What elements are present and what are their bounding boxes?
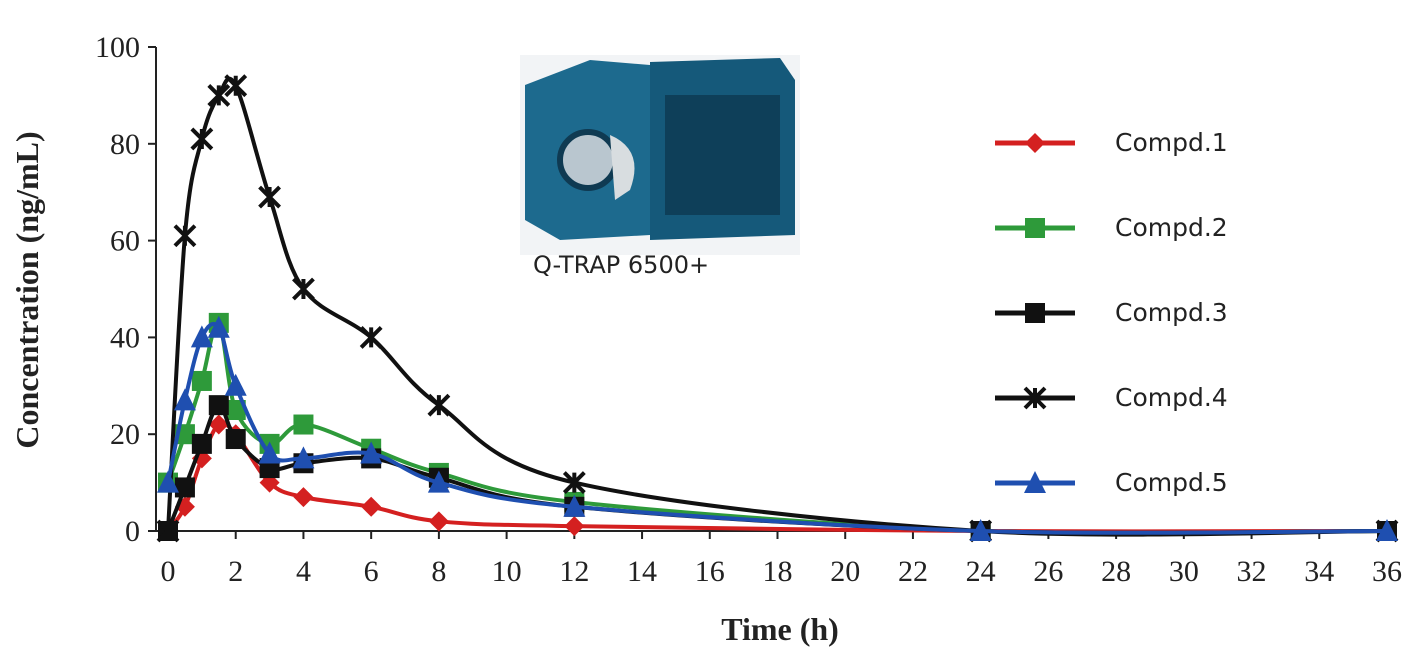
x-tick-label: 32 <box>1237 555 1267 588</box>
marker <box>224 74 248 98</box>
legend-label: Compd.4 <box>1115 383 1228 412</box>
legend-entry: Compd.5 <box>995 468 1228 497</box>
marker <box>173 388 196 411</box>
marker <box>361 496 382 517</box>
marker <box>225 400 246 420</box>
x-tick-label: 30 <box>1169 555 1199 588</box>
marker <box>207 315 230 338</box>
instrument-source <box>610 135 635 200</box>
marker <box>292 277 315 301</box>
marker <box>191 433 212 454</box>
marker <box>428 511 449 532</box>
marker <box>190 127 214 151</box>
marker <box>1023 386 1047 410</box>
marker <box>174 477 195 498</box>
x-tick-label: 24 <box>966 555 996 588</box>
marker <box>293 414 314 435</box>
legend-label: Compd.3 <box>1115 298 1228 327</box>
marker <box>173 224 197 248</box>
marker <box>292 446 315 469</box>
marker <box>564 516 585 537</box>
x-tick-label: 14 <box>627 555 657 588</box>
instrument-panel <box>665 95 780 215</box>
x-tick-label: 12 <box>559 555 589 588</box>
marker <box>258 441 281 464</box>
legend-label: Compd.5 <box>1115 468 1228 497</box>
x-tick-label: 34 <box>1304 555 1334 588</box>
marker <box>1025 133 1045 153</box>
x-tick-label: 28 <box>1101 555 1131 588</box>
caption: Q-TRAP 6500+ <box>533 251 709 279</box>
x-tick-label: 36 <box>1372 555 1402 588</box>
x-tick-label: 16 <box>695 555 725 588</box>
legend-entry: Compd.3 <box>995 298 1228 327</box>
legend-entry: Compd.2 <box>995 213 1228 242</box>
y-tick-label: 20 <box>110 418 140 451</box>
y-tick-label: 80 <box>110 128 140 161</box>
marker <box>208 414 229 435</box>
legend-label: Compd.1 <box>1115 128 1228 157</box>
marker <box>156 519 180 543</box>
marker <box>563 494 586 517</box>
marker <box>208 395 229 416</box>
series <box>158 312 1397 541</box>
x-tick-label: 6 <box>364 555 379 588</box>
marker <box>1025 303 1045 323</box>
x-tick-label: 26 <box>1033 555 1063 588</box>
marker <box>359 325 383 349</box>
marker <box>225 429 246 450</box>
y-axis-label: Concentration (ng/mL) <box>9 131 45 448</box>
series-line <box>166 320 1388 536</box>
x-tick-label: 0 <box>161 555 176 588</box>
marker <box>293 487 314 508</box>
legend-entry: Compd.1 <box>995 128 1228 157</box>
x-tick-label: 2 <box>228 555 243 588</box>
legend-label: Compd.2 <box>1115 213 1228 242</box>
marker <box>1376 519 1398 541</box>
marker <box>427 470 450 493</box>
marker <box>190 325 213 348</box>
instrument-port <box>557 129 619 191</box>
marker <box>207 83 231 107</box>
x-tick-label: 8 <box>431 555 446 588</box>
marker <box>1025 218 1045 238</box>
marker <box>224 373 247 396</box>
marker <box>969 519 992 541</box>
x-tick-label: 4 <box>296 555 311 588</box>
y-tick-label: 40 <box>110 321 140 354</box>
marker <box>360 441 383 464</box>
x-tick-label: 10 <box>492 555 522 588</box>
x-tick-label: 18 <box>763 555 793 588</box>
legend-entry: Compd.4 <box>995 383 1228 412</box>
y-tick-label: 0 <box>125 515 140 548</box>
series <box>157 315 1398 541</box>
y-tick-label: 60 <box>110 225 140 258</box>
y-tick-label: 100 <box>95 31 140 64</box>
x-tick-label: 22 <box>898 555 928 588</box>
series-line <box>166 322 1388 535</box>
marker <box>427 393 451 417</box>
marker <box>1024 471 1046 493</box>
marker <box>191 370 212 391</box>
x-axis-label: Time (h) <box>721 611 839 647</box>
instrument-picture: Q-TRAP 6500+ <box>520 55 800 279</box>
marker <box>157 470 179 493</box>
marker <box>562 471 586 495</box>
marker <box>258 185 281 209</box>
x-tick-label: 20 <box>830 555 860 588</box>
